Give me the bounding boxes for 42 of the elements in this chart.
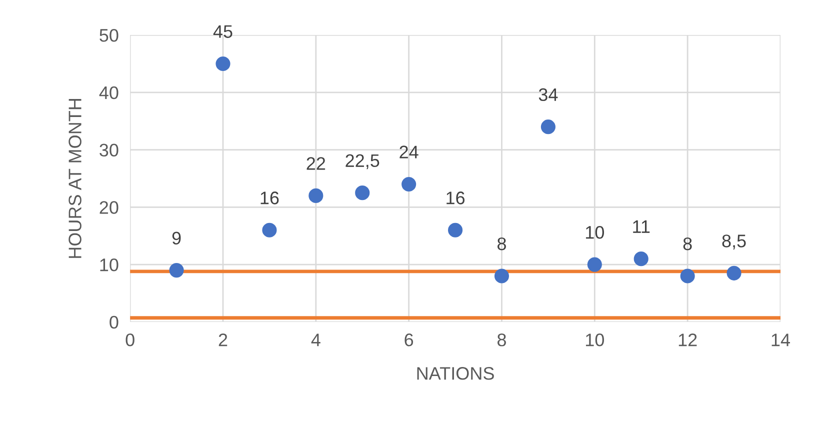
x-tick-label: 6 [404, 334, 414, 346]
y-tick-label: 0 [110, 316, 118, 329]
text: 22 [306, 157, 326, 170]
point [587, 257, 602, 272]
y-tick-label: 10 [100, 258, 118, 272]
text: 16 [446, 192, 465, 204]
point [540, 120, 556, 134]
y-tick-label: 40 [99, 86, 118, 100]
y-tick-label: 20 [100, 201, 118, 214]
x-axis-title: NATIONS [417, 367, 494, 380]
text: 8 [498, 237, 506, 250]
text: 8,5 [722, 234, 746, 250]
x-tick-label: 4 [311, 334, 320, 346]
point [216, 56, 230, 72]
x-tick-label: 10 [586, 334, 604, 346]
point [262, 222, 277, 238]
point [402, 176, 416, 192]
point [355, 186, 370, 200]
text: 9 [172, 232, 181, 244]
point [634, 252, 648, 266]
x-tick-label: 0 [126, 334, 134, 346]
y-axis-title: HOURS AT MONTH [68, 99, 82, 258]
point [726, 266, 742, 280]
text: 10 [586, 226, 604, 239]
y-tick-label: 50 [100, 28, 118, 42]
text: 8 [683, 237, 692, 250]
text: 16 [260, 192, 279, 204]
point [169, 263, 184, 278]
x-tick-label: 12 [678, 334, 697, 346]
x-tick-label: 14 [772, 334, 790, 346]
x-tick-label: 2 [218, 334, 228, 346]
point [494, 268, 510, 284]
text: 11 [633, 220, 650, 233]
x-tick-label: 8 [498, 334, 506, 346]
point [448, 222, 463, 238]
text: 45 [213, 25, 232, 38]
point [308, 188, 324, 203]
point [680, 268, 695, 284]
text: 22,5 [346, 154, 380, 170]
y-tick-label: 30 [100, 144, 118, 157]
text: 34 [538, 88, 558, 102]
text: 24 [400, 146, 418, 158]
